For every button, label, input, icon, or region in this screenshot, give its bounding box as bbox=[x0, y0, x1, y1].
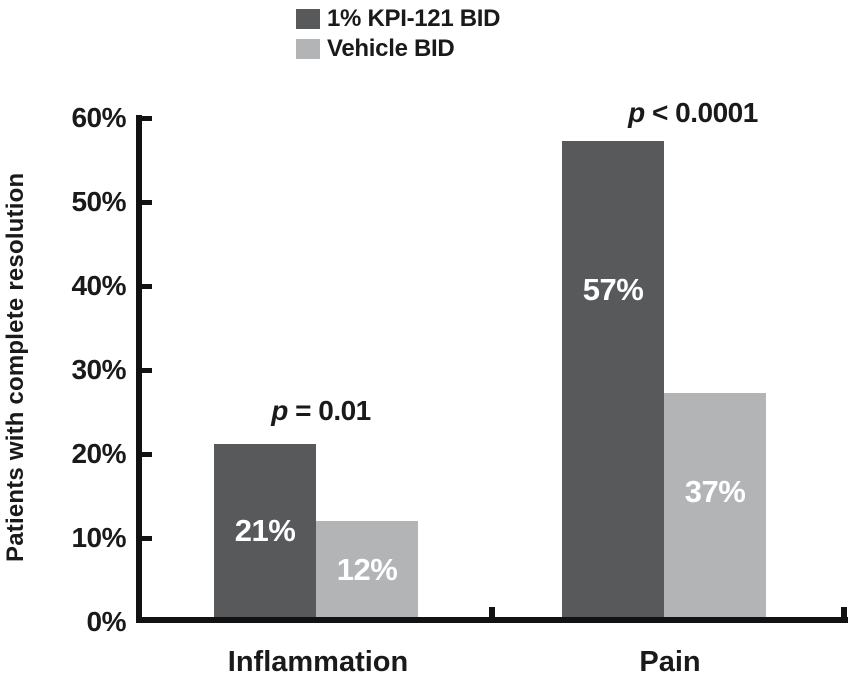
bar-pain-kpi121: 57% bbox=[562, 140, 664, 622]
y-tick-label: 50% bbox=[71, 186, 126, 217]
y-tick bbox=[142, 368, 152, 373]
legend: 1% KPI-121 BID Vehicle BID bbox=[296, 4, 501, 64]
y-tick bbox=[142, 536, 152, 541]
x-axis-boundary-tick bbox=[841, 607, 847, 618]
p-italic: p bbox=[628, 97, 645, 128]
y-tick-label: 30% bbox=[71, 354, 126, 385]
y-tick-label: 40% bbox=[71, 270, 126, 301]
x-axis-boundary-tick bbox=[489, 607, 495, 618]
bar-inflammation-vehicle: 12% bbox=[316, 521, 418, 622]
bar-pain-vehicle: 37% bbox=[664, 392, 766, 622]
y-axis-line bbox=[136, 115, 142, 623]
legend-label: Vehicle BID bbox=[327, 35, 455, 62]
p-value-annotation: p < 0.0001 bbox=[533, 98, 848, 128]
y-tick bbox=[142, 452, 152, 457]
legend-label: 1% KPI-121 BID bbox=[327, 5, 501, 32]
p-value-text: < 0.0001 bbox=[644, 97, 758, 128]
legend-item: Vehicle BID bbox=[296, 34, 500, 64]
p-value-text: = 0.01 bbox=[287, 395, 371, 426]
category-label: Pain bbox=[639, 646, 701, 678]
category-label: Inflammation bbox=[227, 646, 409, 678]
legend-swatch-icon bbox=[296, 9, 320, 29]
legend-swatch-icon bbox=[296, 39, 320, 59]
y-tick bbox=[142, 200, 152, 205]
bar-value-label: 57% bbox=[582, 271, 644, 307]
bar-value-label: 12% bbox=[336, 551, 398, 587]
y-tick bbox=[142, 284, 152, 289]
p-italic: p bbox=[271, 395, 288, 426]
y-tick-label: 10% bbox=[71, 522, 126, 553]
y-tick-label: 20% bbox=[71, 438, 126, 469]
legend-item: 1% KPI-121 BID bbox=[296, 4, 501, 34]
y-axis-title: Patients with complete resolution bbox=[2, 172, 29, 562]
y-tick-label: 0% bbox=[86, 606, 127, 637]
bar-value-label: 37% bbox=[684, 474, 746, 510]
y-tick bbox=[142, 116, 152, 121]
bar-value-label: 21% bbox=[234, 513, 296, 549]
p-value-annotation: p = 0.01 bbox=[161, 396, 481, 426]
x-axis-line bbox=[136, 617, 848, 623]
y-tick-label: 60% bbox=[71, 102, 126, 133]
bar-inflammation-kpi121: 21% bbox=[214, 443, 316, 622]
